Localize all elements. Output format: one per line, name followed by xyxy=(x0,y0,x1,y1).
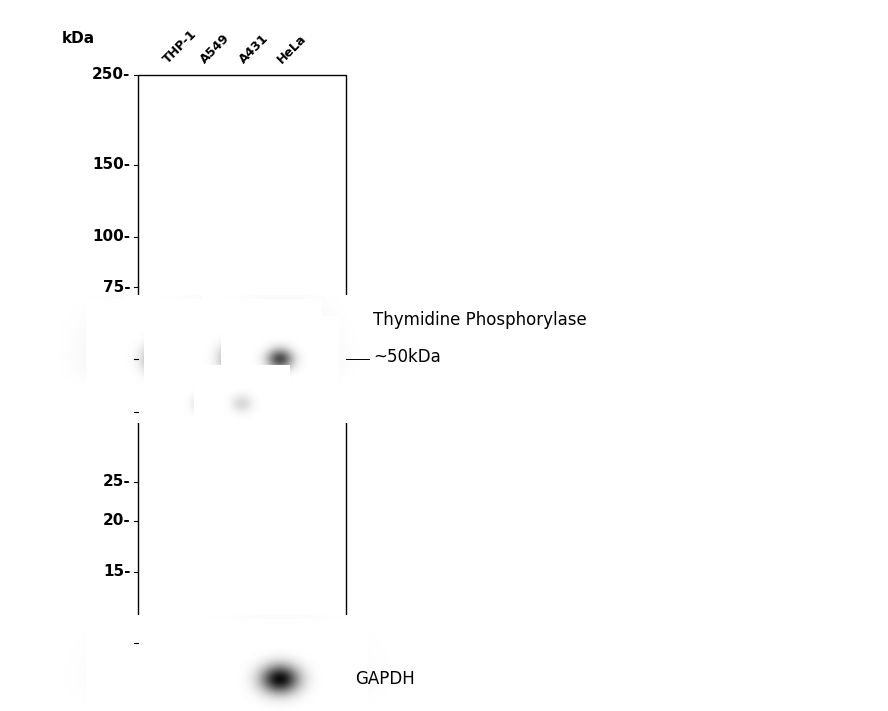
Text: HeLa: HeLa xyxy=(275,32,309,66)
Text: 37-: 37- xyxy=(103,405,131,419)
Text: kDa: kDa xyxy=(62,31,95,46)
Text: 250-: 250- xyxy=(92,67,131,82)
Text: A431: A431 xyxy=(237,32,271,66)
Text: GAPDH: GAPDH xyxy=(355,670,415,688)
Text: 150-: 150- xyxy=(92,157,131,173)
Bar xyxy=(138,75,346,643)
Text: 75-: 75- xyxy=(103,280,131,295)
Text: 25-: 25- xyxy=(103,474,131,489)
Text: THP-1: THP-1 xyxy=(162,28,200,66)
Text: 10-: 10- xyxy=(103,636,131,651)
Text: A549: A549 xyxy=(198,32,232,66)
Text: 15-: 15- xyxy=(103,565,131,579)
Text: 100-: 100- xyxy=(92,229,131,244)
Text: 20-: 20- xyxy=(103,513,131,528)
Text: Thymidine Phosphorylase: Thymidine Phosphorylase xyxy=(373,311,587,329)
Text: ~50kDa: ~50kDa xyxy=(373,348,440,366)
Bar xyxy=(138,656,346,702)
Text: 50-: 50- xyxy=(103,351,131,367)
